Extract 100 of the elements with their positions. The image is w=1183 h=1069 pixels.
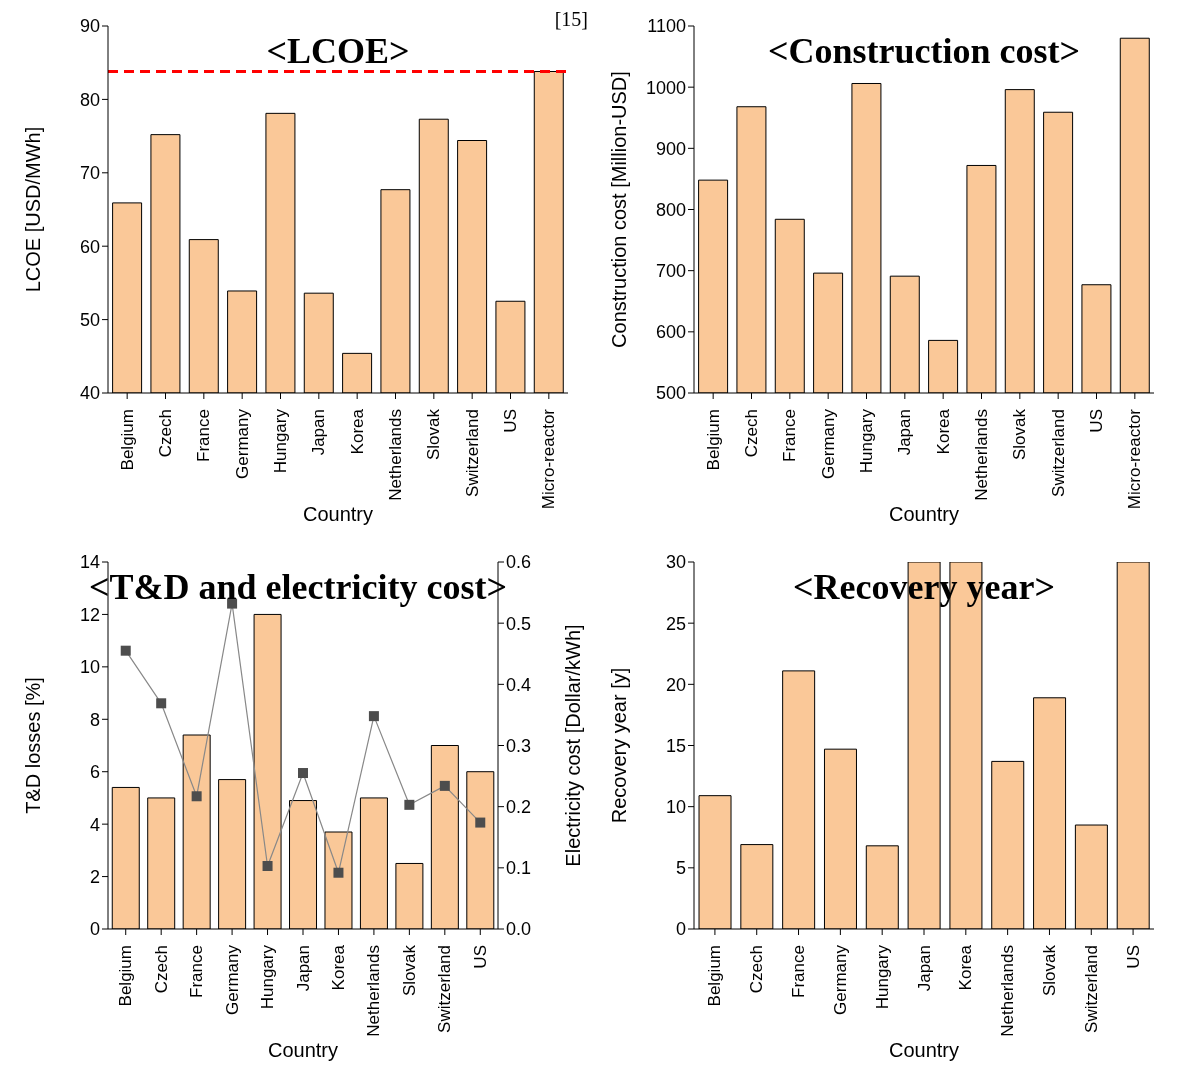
point bbox=[368, 711, 379, 722]
x-tick-label: US bbox=[470, 945, 490, 969]
point bbox=[191, 791, 202, 802]
point bbox=[227, 598, 238, 609]
x-axis-title: Country bbox=[302, 503, 374, 525]
y-axis-title: T&D losses [%] bbox=[22, 677, 45, 814]
x-tick-label: Japan bbox=[309, 409, 329, 456]
y-tick-label: 2 bbox=[89, 866, 100, 887]
y2-axis-title: Electricity cost [Dollar/kWh] bbox=[562, 624, 585, 867]
y-tick-label: 60 bbox=[79, 236, 100, 257]
x-tick-label: Slovak bbox=[424, 408, 444, 461]
y-tick-label: 80 bbox=[79, 89, 100, 110]
y-tick-label: 700 bbox=[655, 261, 686, 282]
x-axis-title: Country bbox=[888, 503, 960, 525]
x-tick-label: Belgium bbox=[116, 945, 136, 1007]
x-tick-label: Switzerland bbox=[1048, 409, 1068, 497]
x-tick-label: France bbox=[780, 409, 800, 462]
x-tick-label: Hungary bbox=[872, 944, 892, 1010]
y-tick-label: 1000 bbox=[645, 77, 686, 98]
chart-title: <LCOE> bbox=[265, 30, 411, 72]
x-tick-label: Switzerland bbox=[1081, 945, 1101, 1033]
x-tick-label: Korea bbox=[347, 408, 367, 455]
y-tick-label: 90 bbox=[79, 16, 100, 37]
point bbox=[298, 768, 308, 779]
point bbox=[262, 861, 273, 871]
annotation: [15] bbox=[554, 8, 588, 31]
y-tick-label: 10 bbox=[665, 797, 686, 818]
x-tick-label: Hungary bbox=[857, 408, 876, 474]
x-tick-label: Netherlands bbox=[364, 945, 384, 1037]
y2-tick-label: 0.4 bbox=[506, 674, 532, 695]
point bbox=[475, 817, 486, 828]
y-tick-label: 25 bbox=[665, 613, 686, 634]
x-tick-label: Slovak bbox=[1039, 944, 1059, 997]
y-tick-label: 15 bbox=[665, 735, 686, 756]
y-tick-label: 20 bbox=[665, 674, 686, 695]
y-tick-label: 40 bbox=[79, 383, 100, 404]
y-tick-label: 6 bbox=[89, 762, 100, 783]
x-tick-label: Belgium bbox=[117, 409, 137, 471]
x-tick-label: Hungary bbox=[271, 408, 290, 474]
x-tick-label: Netherlands bbox=[386, 409, 405, 501]
y-tick-label: 900 bbox=[655, 138, 686, 159]
x-tick-label: Korea bbox=[933, 408, 953, 455]
x-tick-label: Slovak bbox=[399, 944, 419, 997]
x-tick-label: Czech bbox=[742, 409, 761, 458]
x-tick-label: Germany bbox=[830, 944, 850, 1015]
x-tick-label: France bbox=[187, 945, 207, 998]
x-tick-label: Czech bbox=[151, 945, 171, 994]
x-tick-label: Japan bbox=[914, 945, 934, 992]
x-tick-label: Czech bbox=[156, 409, 175, 458]
x-tick-label: Switzerland bbox=[435, 945, 455, 1033]
y-axis-title: Construction cost [Million-USD] bbox=[608, 71, 631, 348]
x-tick-label: Japan bbox=[293, 945, 313, 992]
y-tick-label: 500 bbox=[655, 383, 686, 404]
point bbox=[156, 698, 167, 709]
y2-tick-label: 0.0 bbox=[506, 919, 532, 940]
y-tick-label: 8 bbox=[89, 709, 100, 730]
x-tick-label: US bbox=[1123, 945, 1143, 969]
y2-tick-label: 0.1 bbox=[506, 858, 532, 879]
y2-tick-label: 0.6 bbox=[506, 552, 532, 573]
y-tick-label: 1100 bbox=[647, 16, 686, 37]
point bbox=[404, 799, 415, 810]
x-tick-label: Korea bbox=[956, 944, 976, 991]
x-tick-label: Belgium bbox=[705, 945, 725, 1007]
y-tick-label: 70 bbox=[79, 163, 100, 184]
x-tick-label: Japan bbox=[895, 409, 915, 456]
x-tick-label: Switzerland bbox=[462, 409, 482, 497]
x-tick-label: Germany bbox=[222, 944, 242, 1015]
y2-tick-label: 0.2 bbox=[506, 797, 532, 818]
x-tick-label: Germany bbox=[818, 408, 838, 479]
y-axis-title: Recovery year [y] bbox=[608, 667, 631, 824]
point bbox=[439, 780, 450, 791]
x-tick-label: Slovak bbox=[1010, 408, 1030, 461]
y-tick-label: 600 bbox=[655, 322, 686, 343]
x-tick-label: Korea bbox=[328, 944, 348, 991]
x-tick-label: France bbox=[789, 945, 809, 998]
y-tick-label: 10 bbox=[79, 657, 100, 678]
x-tick-label: Micro-reactor bbox=[539, 408, 559, 510]
x-tick-label: US bbox=[1087, 409, 1106, 433]
x-tick-label: Netherlands bbox=[972, 409, 991, 501]
x-tick-label: Hungary bbox=[258, 944, 278, 1010]
x-tick-label: Netherlands bbox=[998, 945, 1018, 1037]
y-tick-label: 5 bbox=[675, 858, 686, 879]
x-tick-label: Czech bbox=[747, 945, 767, 994]
y-tick-label: 30 bbox=[665, 552, 686, 573]
y-tick-label: 4 bbox=[89, 814, 100, 835]
x-tick-label: US bbox=[501, 409, 520, 433]
y2-tick-label: 0.5 bbox=[506, 613, 532, 634]
x-tick-label: France bbox=[194, 409, 214, 462]
x-tick-label: Belgium bbox=[703, 409, 723, 471]
x-axis-title: Country bbox=[888, 1039, 960, 1061]
x-tick-label: Micro-reactor bbox=[1125, 408, 1145, 510]
y2-tick-label: 0.3 bbox=[506, 735, 532, 756]
y-tick-label: 0 bbox=[675, 919, 686, 940]
y-tick-label: 800 bbox=[655, 199, 686, 220]
x-tick-label: Germany bbox=[232, 408, 252, 479]
x-axis-title: Country bbox=[267, 1039, 339, 1061]
y-axis-title: LCOE [USD/MWh] bbox=[22, 126, 45, 293]
point bbox=[333, 867, 344, 878]
chart-title: <Construction cost> bbox=[767, 30, 1081, 72]
y-tick-label: 0 bbox=[89, 919, 100, 940]
